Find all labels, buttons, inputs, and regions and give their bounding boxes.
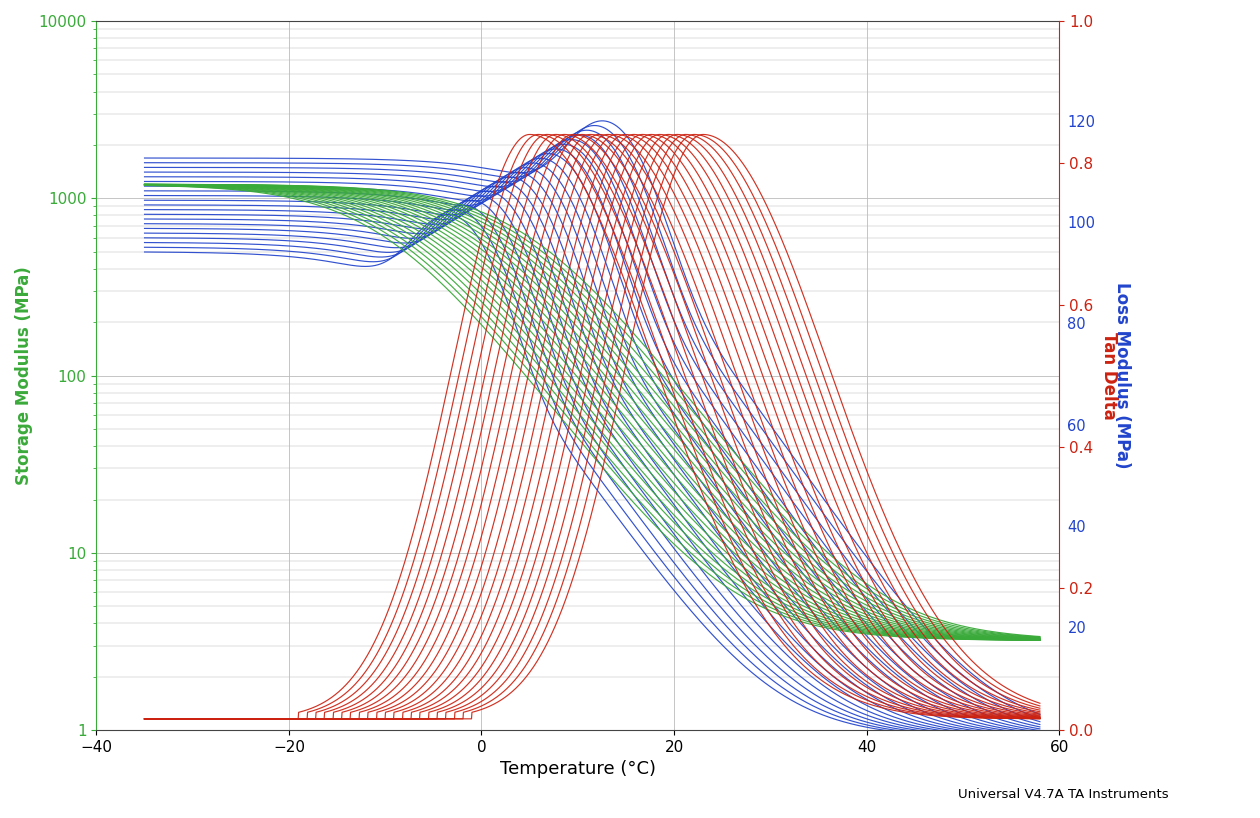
Text: 120: 120 <box>1067 115 1095 130</box>
Text: 100: 100 <box>1067 216 1095 231</box>
Text: 80: 80 <box>1067 317 1086 332</box>
Y-axis label: Storage Modulus (MPa): Storage Modulus (MPa) <box>15 266 33 485</box>
Y-axis label: Tan Delta: Tan Delta <box>1100 332 1118 420</box>
Text: 20: 20 <box>1067 622 1086 636</box>
X-axis label: Temperature (°C): Temperature (°C) <box>500 761 655 779</box>
Text: Universal V4.7A TA Instruments: Universal V4.7A TA Instruments <box>958 788 1168 801</box>
Text: Loss Modulus (MPa): Loss Modulus (MPa) <box>1113 282 1130 469</box>
Text: 60: 60 <box>1067 419 1086 434</box>
Text: 40: 40 <box>1067 520 1086 535</box>
